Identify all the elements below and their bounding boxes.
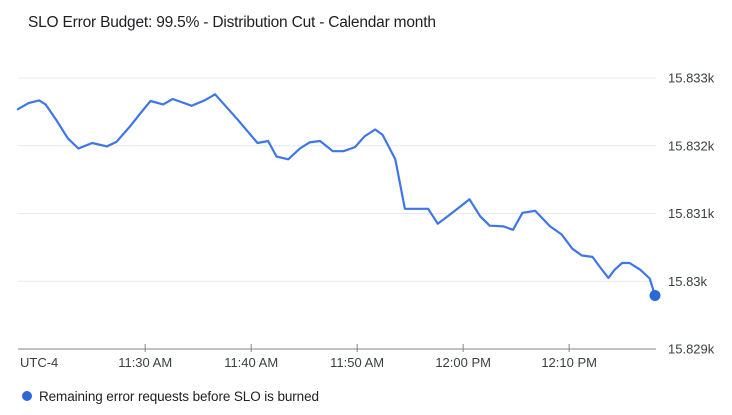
series-line [16, 93, 661, 301]
gridlines [18, 77, 656, 282]
legend-series-dot-icon [22, 391, 32, 401]
axis-labels: 15.833k 15.832k 15.831k 15.83k 15.829k 11:30 … [20, 71, 715, 371]
x-tick-label: 11:40 AM [224, 355, 278, 370]
x-tick-label: 12:10 PM [541, 355, 597, 370]
y-tick-label: 15.829k [668, 342, 715, 357]
x-tick-label: 11:30 AM [118, 355, 172, 370]
y-tick-label: 15.833k [668, 71, 715, 86]
x-tick-label: 11:50 AM [330, 355, 384, 370]
timezone-label: UTC-4 [20, 355, 58, 370]
legend[interactable]: Remaining error requests before SLO is b… [22, 387, 319, 405]
latest-value-marker [649, 289, 661, 301]
legend-series-label: Remaining error requests before SLO is b… [39, 388, 319, 404]
x-tick-label: 12:00 PM [435, 355, 491, 370]
y-tick-label: 15.83k [668, 274, 708, 289]
y-tick-label: 15.832k [668, 138, 715, 153]
chart-title: SLO Error Budget: 99.5% - Distribution C… [28, 14, 436, 31]
x-axis [18, 344, 656, 352]
series-polyline [16, 93, 657, 297]
y-tick-label: 15.831k [668, 206, 715, 221]
